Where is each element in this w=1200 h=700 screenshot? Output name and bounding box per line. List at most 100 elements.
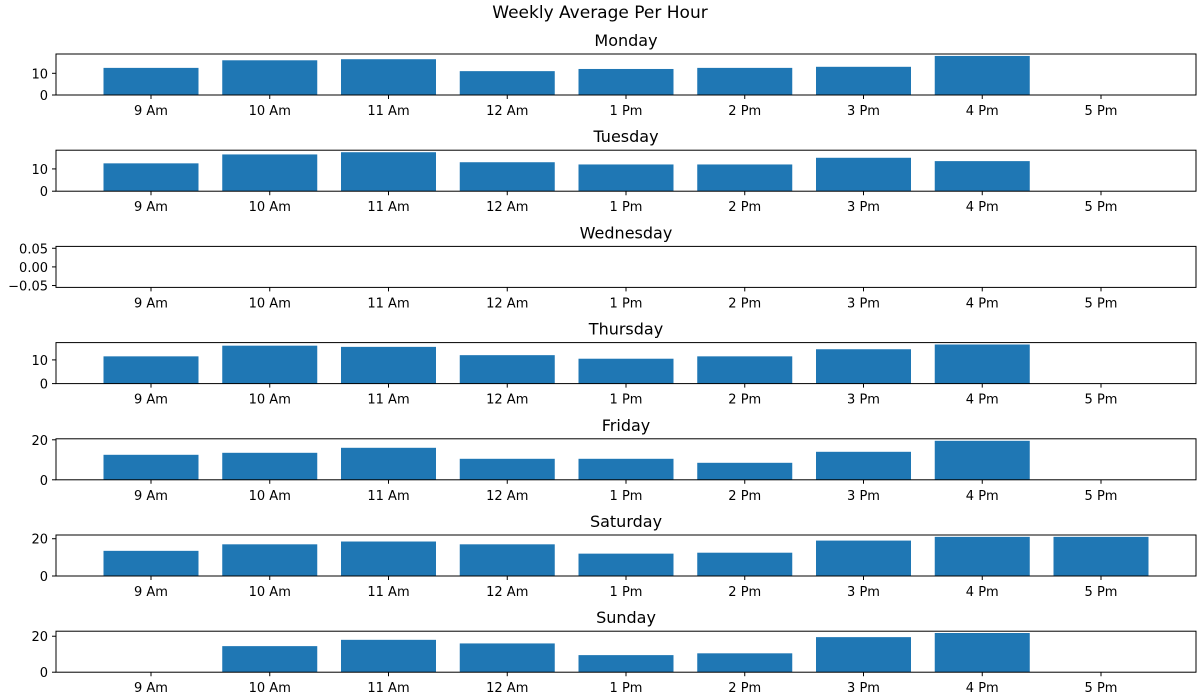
panel-wednesday: Wednesday 9 Am 10 Am 11 Am 12 Am 1 Pm 2 Pm 3 Pm…	[8, 223, 1197, 311]
bar-monday-2	[341, 59, 436, 95]
x-tick-label: 10 Am	[249, 393, 291, 408]
y-tick-label: 10	[31, 67, 48, 82]
panel-friday: Friday 9 Am 10 Am 11 Am 12 Am 1 Pm 2 Pm 3 Pm 4 P…	[31, 416, 1197, 504]
x-tick-label: 11 Am	[367, 489, 409, 504]
panel-title: Tuesday	[592, 127, 658, 146]
bar-thursday-0	[103, 356, 199, 384]
bar-friday-4	[578, 458, 674, 480]
x-tick-label: 9 Am	[134, 489, 168, 504]
bar-saturday-4	[578, 553, 674, 576]
panel-title: Friday	[602, 416, 651, 435]
panel-title: Sunday	[596, 608, 656, 627]
bar-sunday-1	[222, 646, 318, 673]
x-tick-label: 10 Am	[249, 585, 291, 600]
y-tick-label: 0	[40, 89, 48, 104]
bar-thursday-7	[934, 344, 1030, 384]
bar-tuesday-0	[103, 163, 199, 192]
bar-friday-1	[222, 452, 318, 480]
panel-tuesday: Tuesday 9 Am 10 Am 11 Am 12 Am 1 Pm 2 Pm 3 Pm 4 …	[31, 127, 1197, 215]
bar-saturday-6	[816, 540, 911, 576]
bar-monday-5	[697, 67, 793, 95]
bar-sunday-2	[341, 639, 436, 673]
x-tick-label: 4 Pm	[966, 585, 999, 600]
bar-tuesday-2	[341, 152, 436, 192]
bar-monday-1	[222, 60, 318, 95]
x-tick-label: 12 Am	[486, 489, 528, 504]
x-tick-label: 12 Am	[486, 200, 528, 215]
x-tick-label: 5 Pm	[1085, 200, 1118, 215]
x-tick-label: 3 Pm	[847, 200, 880, 215]
y-tick-label: 10	[31, 163, 48, 178]
figure-title: Weekly Average Per Hour	[492, 3, 707, 23]
panel-monday: Monday 9 Am 10 Am 11 Am 12 Am 1 Pm 2 Pm 3 Pm 4 P…	[31, 31, 1197, 119]
x-tick-label: 10 Am	[249, 200, 291, 215]
y-tick-label: 0	[40, 666, 48, 681]
y-tick-label: 10	[31, 354, 48, 369]
x-tick-label: 5 Pm	[1085, 104, 1118, 119]
x-tick-label: 11 Am	[367, 104, 409, 119]
x-tick-label: 3 Pm	[847, 104, 880, 119]
bar-tuesday-5	[697, 164, 793, 192]
x-tick-label: 4 Pm	[966, 200, 999, 215]
y-tick-label: 20	[31, 434, 48, 449]
x-tick-label: 2 Pm	[728, 296, 761, 311]
bar-tuesday-7	[934, 161, 1030, 192]
x-tick-label: 12 Am	[486, 104, 528, 119]
bar-monday-3	[459, 71, 555, 95]
panel-title: Wednesday	[580, 223, 673, 242]
x-tick-label: 3 Pm	[847, 585, 880, 600]
x-tick-label: 2 Pm	[728, 200, 761, 215]
x-tick-label: 9 Am	[134, 104, 168, 119]
x-tick-label: 2 Pm	[728, 489, 761, 504]
y-tick-label: 0	[40, 570, 48, 585]
x-tick-label: 10 Am	[249, 489, 291, 504]
bar-sunday-7	[934, 633, 1030, 673]
bar-monday-4	[578, 68, 674, 95]
x-tick-label: 12 Am	[486, 681, 528, 696]
x-tick-label: 9 Am	[134, 200, 168, 215]
y-tick-label: 0	[40, 474, 48, 489]
bar-monday-7	[934, 55, 1030, 95]
x-tick-label: 9 Am	[134, 681, 168, 696]
x-tick-label: 5 Pm	[1085, 585, 1118, 600]
x-tick-label: 2 Pm	[728, 104, 761, 119]
x-tick-label: 2 Pm	[728, 393, 761, 408]
x-tick-label: 12 Am	[486, 296, 528, 311]
bar-sunday-6	[816, 637, 911, 673]
bar-thursday-4	[578, 358, 674, 384]
bar-saturday-5	[697, 552, 793, 576]
y-tick-label: −0.05	[8, 280, 48, 295]
bar-saturday-3	[459, 544, 555, 576]
y-tick-label: 0	[40, 378, 48, 393]
bar-saturday-1	[222, 544, 318, 576]
x-tick-label: 11 Am	[367, 681, 409, 696]
x-tick-label: 11 Am	[367, 585, 409, 600]
bar-tuesday-4	[578, 164, 674, 192]
bar-friday-0	[103, 454, 199, 480]
x-tick-label: 12 Am	[486, 585, 528, 600]
x-tick-label: 3 Pm	[847, 681, 880, 696]
x-tick-label: 5 Pm	[1085, 489, 1118, 504]
panel-thursday: Thursday 9 Am 10 Am 11 Am 12 Am 1 Pm 2 Pm 3 Pm 4…	[31, 320, 1197, 408]
bar-monday-0	[103, 67, 199, 95]
x-tick-label: 4 Pm	[966, 681, 999, 696]
x-tick-label: 3 Pm	[847, 296, 880, 311]
x-tick-label: 3 Pm	[847, 393, 880, 408]
x-tick-label: 10 Am	[249, 681, 291, 696]
x-tick-label: 12 Am	[486, 393, 528, 408]
bar-saturday-7	[934, 536, 1030, 576]
x-tick-label: 5 Pm	[1085, 393, 1118, 408]
axes-frame	[55, 245, 1197, 288]
x-tick-label: 10 Am	[249, 296, 291, 311]
x-tick-label: 5 Pm	[1085, 681, 1118, 696]
y-tick-label: 20	[31, 630, 48, 645]
x-tick-label: 11 Am	[367, 296, 409, 311]
x-tick-label: 1 Pm	[610, 489, 643, 504]
x-tick-label: 10 Am	[249, 104, 291, 119]
bar-sunday-5	[697, 653, 793, 673]
x-tick-label: 1 Pm	[610, 200, 643, 215]
x-tick-label: 11 Am	[367, 393, 409, 408]
bar-saturday-2	[341, 541, 436, 576]
subplot-grid: Monday 9 Am 10 Am 11 Am 12 Am 1 Pm 2 Pm 3 Pm 4 P…	[8, 31, 1197, 696]
